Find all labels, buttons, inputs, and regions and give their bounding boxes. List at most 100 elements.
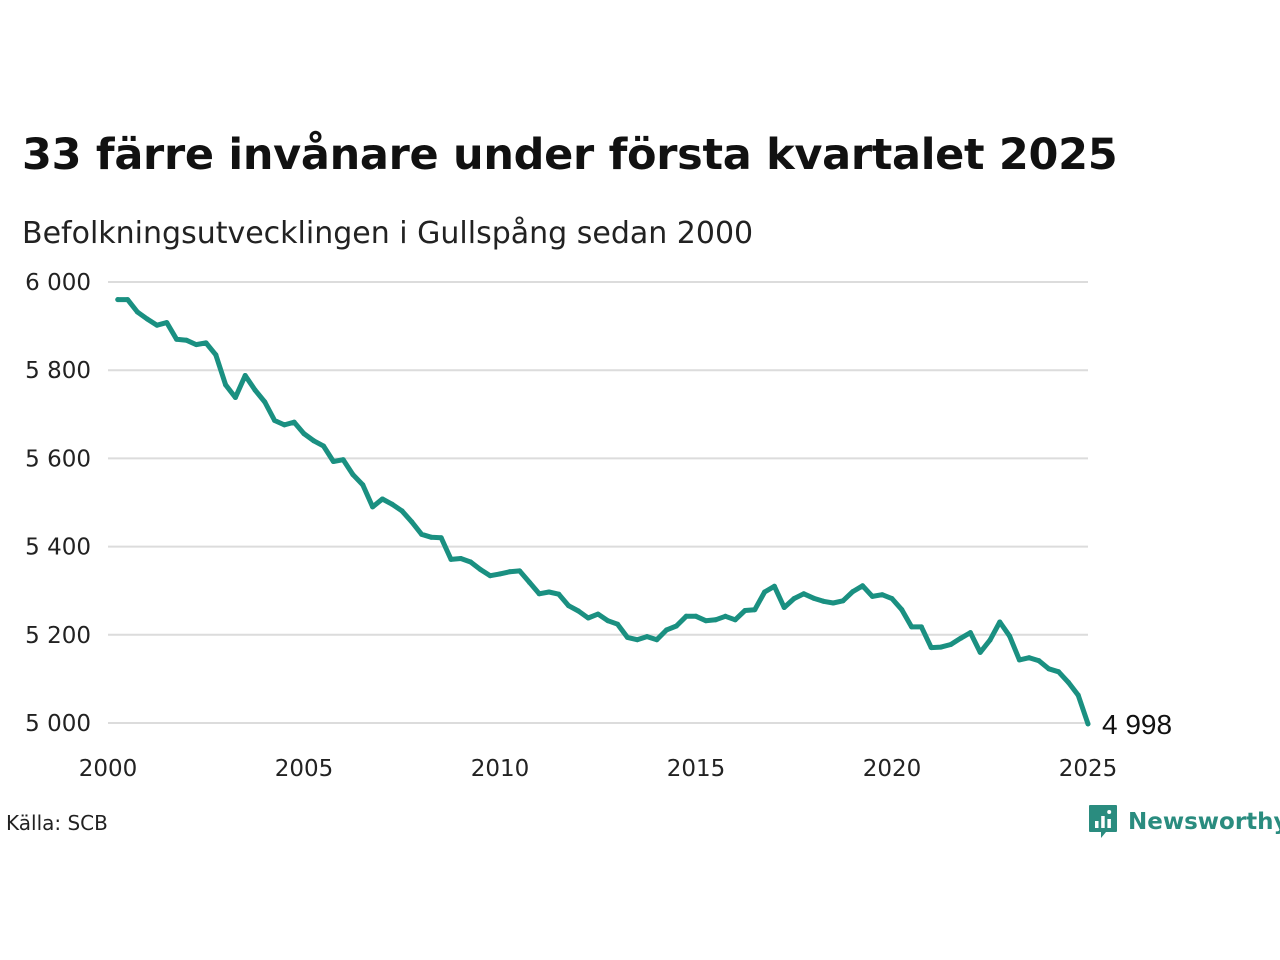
data-point bbox=[321, 443, 327, 449]
data-point bbox=[203, 340, 209, 346]
data-point bbox=[732, 617, 738, 623]
x-tick-label: 2015 bbox=[667, 756, 726, 782]
data-point bbox=[134, 309, 140, 315]
x-axis-ticks: 2000 2005 2010 2015 2020 2025 bbox=[79, 756, 1118, 782]
data-point bbox=[330, 459, 336, 464]
data-point bbox=[556, 591, 562, 597]
data-point bbox=[683, 613, 689, 619]
data-point bbox=[458, 556, 464, 561]
data-point bbox=[360, 482, 366, 488]
data-point bbox=[967, 630, 973, 636]
data-point bbox=[879, 592, 885, 598]
data-point bbox=[507, 569, 513, 575]
data-point bbox=[948, 642, 954, 647]
data-point bbox=[997, 619, 1003, 625]
data-point bbox=[448, 556, 454, 562]
data-point bbox=[1026, 655, 1032, 661]
data-point bbox=[938, 644, 944, 650]
data-point bbox=[546, 589, 552, 595]
y-tick-label: 5 600 bbox=[25, 446, 91, 472]
data-point bbox=[468, 559, 474, 565]
data-point bbox=[399, 508, 405, 514]
data-point bbox=[1085, 721, 1091, 727]
x-tick-label: 2000 bbox=[79, 756, 138, 782]
data-point bbox=[536, 591, 542, 597]
x-tick-label: 2020 bbox=[863, 756, 922, 782]
data-point bbox=[1007, 633, 1013, 639]
data-point bbox=[311, 438, 317, 444]
data-point bbox=[252, 387, 258, 393]
y-tick-label: 6 000 bbox=[25, 270, 91, 296]
population-points bbox=[115, 297, 1091, 727]
data-point bbox=[811, 595, 817, 601]
data-point bbox=[899, 607, 905, 613]
data-point bbox=[301, 431, 307, 437]
data-point bbox=[1016, 657, 1022, 663]
data-point bbox=[624, 634, 630, 640]
x-tick-label: 2005 bbox=[275, 756, 334, 782]
x-tick-label: 2025 bbox=[1059, 756, 1118, 782]
data-point bbox=[850, 589, 856, 595]
newsworthy-logo[interactable]: Newsworthy bbox=[1088, 804, 1280, 840]
data-point bbox=[487, 573, 493, 579]
x-tick-label: 2010 bbox=[471, 756, 530, 782]
data-point bbox=[840, 598, 846, 604]
y-tick-label: 5 400 bbox=[25, 535, 91, 561]
data-point bbox=[144, 316, 150, 322]
data-point bbox=[664, 627, 670, 633]
data-point bbox=[703, 618, 709, 624]
data-point bbox=[477, 567, 483, 572]
data-point bbox=[115, 297, 121, 303]
newsworthy-bar-chart-icon bbox=[1089, 805, 1117, 838]
data-point bbox=[291, 419, 297, 425]
data-point bbox=[517, 568, 523, 574]
data-point bbox=[281, 422, 287, 428]
data-point bbox=[272, 418, 278, 423]
y-tick-label: 5 200 bbox=[25, 623, 91, 649]
data-point bbox=[575, 608, 581, 614]
source-note: Källa: SCB bbox=[6, 811, 108, 835]
data-point bbox=[869, 593, 875, 599]
data-point bbox=[585, 615, 591, 621]
data-point bbox=[595, 611, 601, 617]
data-point bbox=[644, 634, 650, 640]
end-value-label: 4 998 bbox=[1102, 709, 1172, 740]
y-tick-label: 5 000 bbox=[25, 711, 91, 737]
data-point bbox=[713, 617, 719, 623]
data-point bbox=[370, 504, 376, 510]
data-point bbox=[918, 624, 924, 630]
data-point bbox=[213, 352, 219, 358]
data-point bbox=[987, 637, 993, 643]
chart-subtitle: Befolkningsutvecklingen i Gullspång seda… bbox=[22, 216, 754, 251]
data-point bbox=[693, 613, 699, 619]
data-point bbox=[673, 623, 679, 629]
data-point bbox=[722, 613, 728, 619]
data-point bbox=[1046, 666, 1052, 672]
data-point bbox=[125, 297, 131, 303]
data-point bbox=[379, 496, 385, 502]
y-tick-label: 5 800 bbox=[25, 358, 91, 384]
data-point bbox=[742, 608, 748, 613]
data-point bbox=[164, 320, 170, 326]
data-point bbox=[654, 637, 660, 643]
data-point bbox=[340, 457, 346, 463]
data-point bbox=[497, 571, 503, 577]
data-point bbox=[762, 589, 768, 595]
data-point bbox=[242, 373, 248, 378]
data-point bbox=[830, 600, 836, 606]
data-point bbox=[752, 607, 758, 613]
data-point bbox=[174, 336, 180, 342]
data-point bbox=[526, 579, 532, 585]
data-point bbox=[223, 382, 229, 388]
data-point bbox=[428, 534, 434, 540]
data-point bbox=[566, 603, 572, 609]
data-point bbox=[781, 605, 787, 610]
data-point bbox=[615, 621, 621, 627]
data-point bbox=[771, 583, 777, 589]
data-point bbox=[409, 519, 415, 525]
data-point bbox=[1065, 679, 1071, 685]
data-point bbox=[820, 598, 826, 604]
data-point bbox=[1075, 692, 1081, 698]
data-point bbox=[262, 399, 268, 405]
